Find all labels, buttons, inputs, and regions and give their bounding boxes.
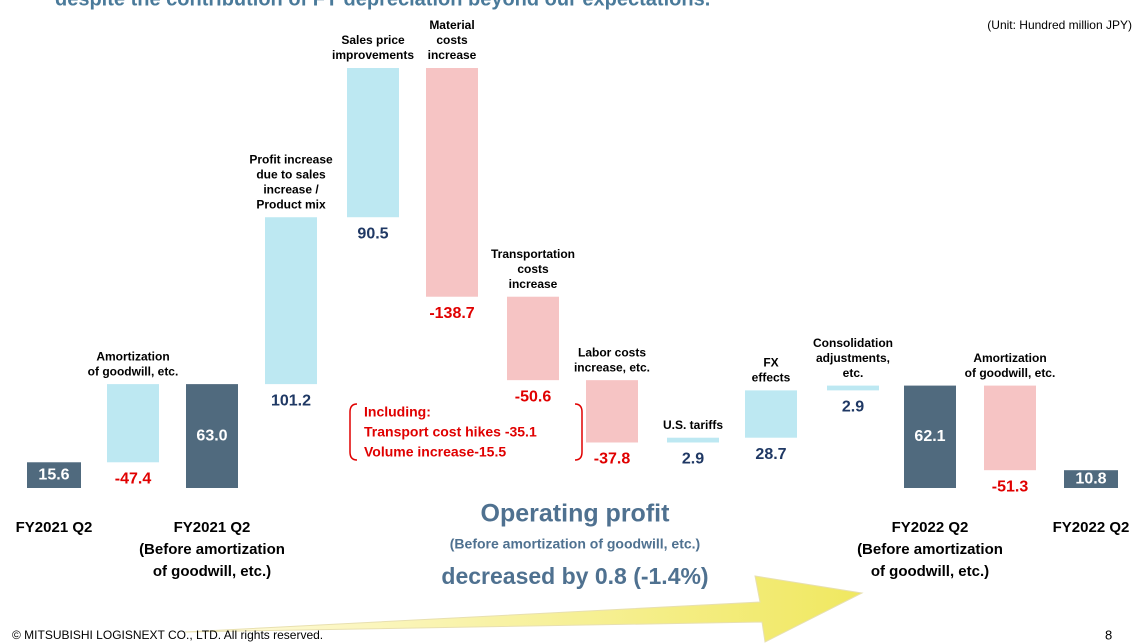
value-label: 15.6 [38, 466, 69, 483]
category-label: costs [517, 262, 549, 276]
category-label: Transportation [491, 247, 575, 261]
category-label: increase [428, 48, 477, 62]
category-label: of goodwill, etc. [88, 364, 179, 378]
value-label: 63.0 [196, 427, 227, 444]
category-label: of goodwill, etc.) [871, 563, 989, 580]
category-label: Labor costs [578, 345, 646, 359]
bar [1064, 470, 1118, 488]
category-label: increase / [263, 182, 319, 196]
category-label: Product mix [256, 197, 326, 211]
bar [745, 390, 797, 438]
copyright: © MITSUBISHI LOGISNEXT CO., LTD. All rig… [12, 628, 323, 642]
category-label: Sales price [341, 33, 405, 47]
category-label: FY2022 Q2 [892, 519, 969, 536]
category-label: etc. [843, 366, 864, 380]
bar [586, 380, 638, 443]
value-label: -51.3 [992, 478, 1029, 495]
annotation-line: Transport cost hikes -35.1 [364, 424, 537, 440]
category-label: due to sales [256, 167, 326, 181]
bar [827, 385, 879, 391]
category-label: adjustments, [816, 351, 890, 365]
summary-sub: (Before amortization of goodwill, etc.) [450, 536, 700, 552]
annotation-bracket [349, 403, 583, 461]
category-label: FY2021 Q2 [16, 519, 93, 536]
category-label: costs [436, 33, 468, 47]
value-label: -37.8 [594, 451, 631, 468]
summary-title: Operating profit [481, 500, 671, 528]
annotation-line: Including: [364, 404, 431, 420]
category-label: Profit increase [249, 152, 333, 166]
annotation: Including: Transport cost hikes -35.1 Volu… [364, 404, 537, 460]
value-label: -138.7 [429, 305, 474, 322]
category-label: FX [763, 356, 778, 370]
value-label: 10.8 [1075, 470, 1106, 487]
category-label: (Before amortization [139, 541, 285, 558]
value-label: 90.5 [357, 225, 388, 242]
unit: (Unit: Hundred million JPY) [987, 18, 1132, 32]
bar [27, 462, 81, 488]
category-label: improvements [332, 48, 414, 62]
bar [904, 385, 956, 488]
value-label: 2.9 [842, 399, 864, 416]
title: despite the contribution of FY depreciat… [55, 0, 710, 10]
category-label: (Before amortization [857, 541, 1003, 558]
category-label: U.S. tariffs [663, 418, 723, 432]
category-label: effects [752, 371, 791, 385]
bar [667, 437, 719, 443]
page-number: 8 [1105, 627, 1112, 642]
category-label: FY2021 Q2 [174, 519, 251, 536]
category-label: Material [429, 18, 474, 32]
value-label: -50.6 [515, 388, 552, 405]
bar [347, 68, 399, 218]
arrow [184, 575, 864, 643]
value-label: 2.9 [682, 451, 704, 468]
value-label: 101.2 [271, 392, 311, 409]
bar [265, 217, 317, 385]
value-label: 28.7 [755, 446, 786, 463]
category-label: Amortization [96, 349, 169, 363]
category-label: increase [509, 277, 558, 291]
bar [984, 385, 1036, 471]
bar [426, 68, 478, 297]
category-label: increase, etc. [574, 360, 650, 374]
value-label: 62.1 [914, 428, 945, 445]
category-label: Amortization [973, 351, 1046, 365]
category-label: of goodwill, etc. [965, 366, 1056, 380]
category-label: Consolidation [813, 336, 893, 350]
bar [186, 384, 238, 488]
value-label: -47.4 [115, 470, 152, 487]
bar [507, 296, 559, 381]
bar [107, 384, 159, 463]
summary-result: decreased by 0.8 (-1.4%) [441, 563, 708, 589]
category-label: FY2022 Q2 [1053, 519, 1130, 536]
category-label: of goodwill, etc.) [153, 563, 271, 580]
annotation-line: Volume increase-15.5 [364, 444, 506, 460]
